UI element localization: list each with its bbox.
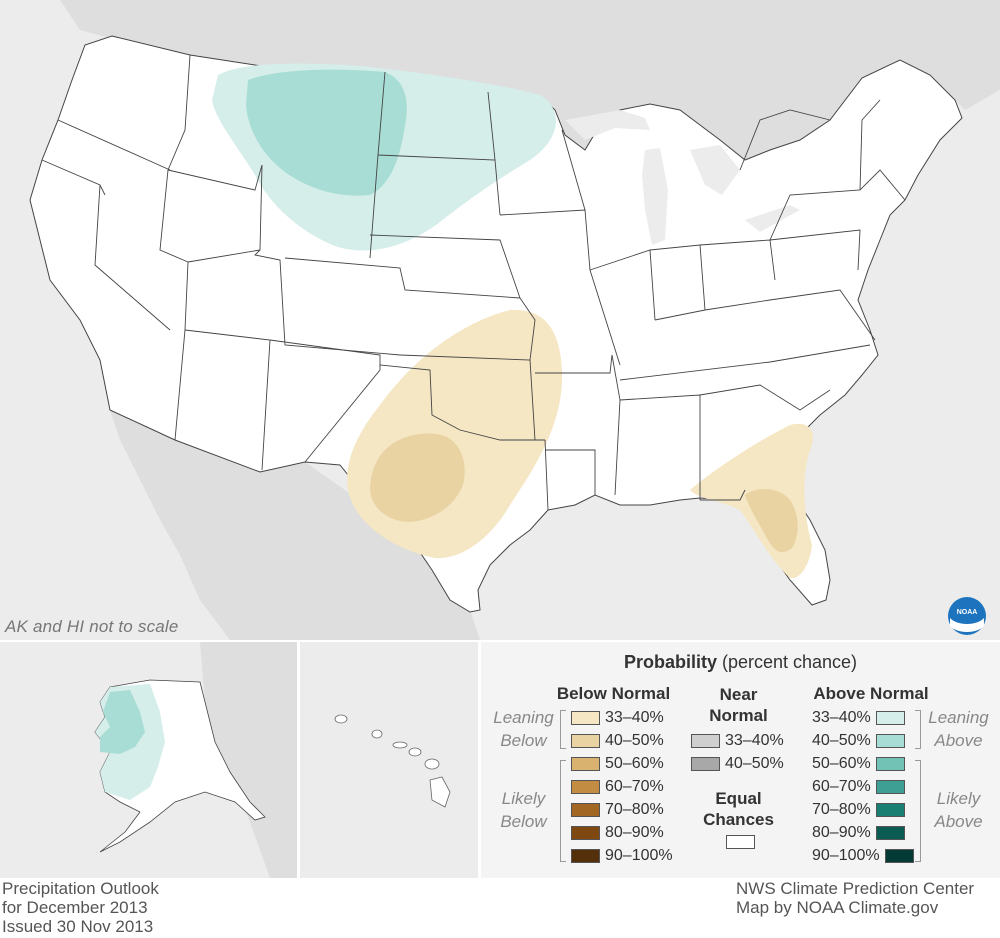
below-normal-legend-swatch: [571, 734, 600, 748]
outlook-caption: Precipitation Outlook for December 2013 …: [2, 879, 159, 936]
below-normal-legend-label: 33–40%: [605, 709, 664, 726]
leaning-below-label: Leaning Below: [493, 708, 554, 750]
above-normal-region-40-50: [246, 69, 407, 196]
legend-title-bold: Probability: [623, 652, 717, 672]
canada-landmass-ak: [200, 642, 297, 878]
above-normal-legend-swatch: [875, 734, 905, 748]
above-normal-legend-label: 70–80%: [812, 801, 871, 818]
near-normal-legend-swatch: [691, 734, 720, 748]
equal-chances-swatch: [726, 835, 755, 849]
below-normal-legend-label: 90–100%: [605, 847, 673, 864]
near-normal-legend-label: 33–40%: [725, 732, 784, 749]
lake-superior: [565, 110, 650, 140]
hawaii-inset-background: [300, 642, 478, 878]
credit-caption: NWS Climate Prediction Center Map by NOA…: [736, 879, 974, 917]
legend-title-rest: (percent chance): [716, 652, 858, 672]
near-normal-legend-label: 40–50%: [725, 755, 784, 772]
below-normal-legend-label: 80–90%: [605, 824, 664, 841]
above-normal-legend-swatch: [875, 780, 905, 794]
below-normal-legend-row: 33–40%: [571, 707, 664, 729]
mexico-landmass: [110, 410, 480, 640]
noaa-logo-icon: NOAA: [948, 597, 986, 635]
leaning-below-bracket: [560, 710, 566, 749]
above-normal-legend-row: 60–70%: [812, 776, 905, 798]
above-normal-legend-row: 80–90%: [812, 822, 905, 844]
caption-title: Precipitation Outlook: [2, 879, 159, 898]
near-normal-legend-swatch: [691, 757, 720, 771]
credit-source: NWS Climate Prediction Center: [736, 879, 975, 898]
hawaii-inset: [300, 642, 478, 878]
above-normal-header: Above Normal: [813, 684, 929, 703]
legend-panel: Probability (percent chance) Below Norma…: [481, 642, 1000, 878]
likely-above-bracket: [915, 760, 921, 862]
caption-period: for December 2013: [2, 898, 148, 917]
below-normal-legend-row: 70–80%: [571, 799, 664, 821]
below-normal-legend-row: 60–70%: [571, 776, 664, 798]
above-normal-legend-label: 80–90%: [812, 824, 871, 841]
below-normal-region-southeast-40-50: [745, 488, 798, 553]
below-normal-legend-swatch: [571, 780, 600, 794]
caption-issued: Issued 30 Nov 2013: [2, 917, 154, 936]
above-normal-legend-swatch: [884, 849, 914, 863]
noaa-logo-text: NOAA: [957, 609, 978, 616]
above-normal-legend-row: 40–50%: [812, 730, 905, 752]
above-normal-legend-swatch: [875, 757, 905, 771]
above-normal-legend-label: 33–40%: [812, 709, 871, 726]
lake-huron: [690, 145, 740, 195]
above-normal-legend-label: 50–60%: [812, 755, 871, 772]
near-normal-header: Near Normal: [709, 685, 768, 725]
above-normal-legend-row: 90–100%: [812, 845, 914, 867]
above-normal-legend-label: 60–70%: [812, 778, 871, 795]
below-normal-legend-row: 80–90%: [571, 822, 664, 844]
above-normal-legend-row: 50–60%: [812, 753, 905, 775]
below-normal-legend-swatch: [571, 849, 600, 863]
legend-title: Probability (percent chance): [481, 652, 1000, 673]
below-normal-legend-swatch: [571, 757, 600, 771]
below-normal-region-40-50: [370, 433, 465, 522]
above-normal-legend-row: 33–40%: [812, 707, 905, 729]
below-normal-legend-row: 90–100%: [571, 845, 673, 867]
credit-map: Map by NOAA Climate.gov: [736, 898, 939, 917]
equal-chances-label: Equal Chances: [703, 789, 774, 829]
state-borders: [41, 54, 906, 511]
above-normal-legend-row: 70–80%: [812, 799, 905, 821]
above-normal-legend-swatch: [875, 803, 905, 817]
below-normal-legend-swatch: [571, 803, 600, 817]
below-normal-legend-swatch: [571, 711, 600, 725]
alaska-above-normal-40-50: [100, 690, 145, 754]
above-normal-legend-swatch: [875, 711, 905, 725]
lake-erie: [745, 205, 800, 232]
below-normal-legend-label: 60–70%: [605, 778, 664, 795]
below-normal-legend-row: 40–50%: [571, 730, 664, 752]
below-normal-legend-swatch: [571, 826, 600, 840]
leaning-above-label: Leaning Above: [928, 708, 989, 750]
lake-michigan: [642, 148, 668, 245]
below-normal-legend-label: 40–50%: [605, 732, 664, 749]
likely-below-label: Likely Below: [500, 789, 547, 831]
alaska-inset: [0, 642, 297, 878]
likely-below-bracket: [560, 760, 566, 862]
above-normal-legend-label: 90–100%: [812, 847, 880, 864]
below-normal-legend-row: 50–60%: [571, 753, 664, 775]
conus-precipitation-map: AK and HI not to scale: [0, 0, 1000, 640]
canada-landmass: [60, 0, 1000, 160]
below-normal-legend-label: 70–80%: [605, 801, 664, 818]
near-normal-legend-row: 40–50%: [691, 753, 784, 775]
above-normal-legend-label: 40–50%: [812, 732, 871, 749]
below-normal-header: Below Normal: [556, 684, 671, 703]
likely-above-label: Likely Above: [934, 789, 983, 831]
above-normal-legend-swatch: [875, 826, 905, 840]
hawaii-islands: [334, 714, 451, 808]
scale-note: AK and HI not to scale: [4, 617, 179, 636]
leaning-above-bracket: [915, 710, 921, 749]
below-normal-legend-label: 50–60%: [605, 755, 664, 772]
near-normal-legend-row: 33–40%: [691, 730, 784, 752]
